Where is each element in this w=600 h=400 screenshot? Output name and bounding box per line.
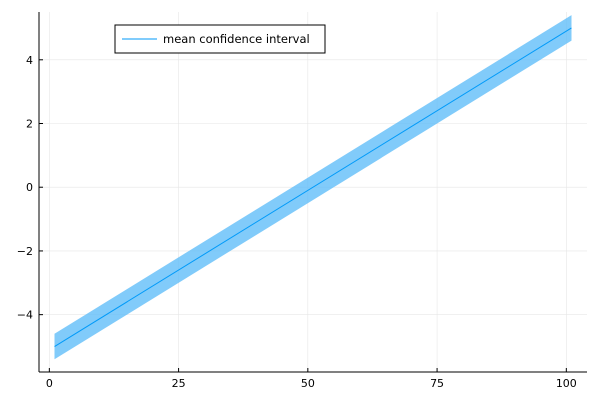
x-tick-label: 100 — [556, 377, 577, 390]
x-tick-label: 0 — [46, 377, 53, 390]
y-tick-label: −2 — [17, 245, 33, 258]
axes — [38, 12, 587, 373]
grid-lines — [39, 12, 587, 372]
y-tick-label: −4 — [17, 309, 33, 322]
mean-line — [54, 27, 572, 347]
y-tick-label: 0 — [26, 181, 33, 194]
legend: mean confidence interval — [114, 24, 326, 54]
y-tick-label: 4 — [26, 54, 33, 67]
x-tick-label: 50 — [301, 377, 315, 390]
series-line-layer — [54, 27, 572, 347]
legend-label: mean confidence interval — [163, 32, 310, 46]
x-tick-label: 25 — [172, 377, 186, 390]
x-tick-label: 75 — [430, 377, 444, 390]
y-tick-label: 2 — [26, 118, 33, 131]
tick-labels: 0 25 50 75 100 −4 −2 0 2 4 — [17, 54, 577, 390]
